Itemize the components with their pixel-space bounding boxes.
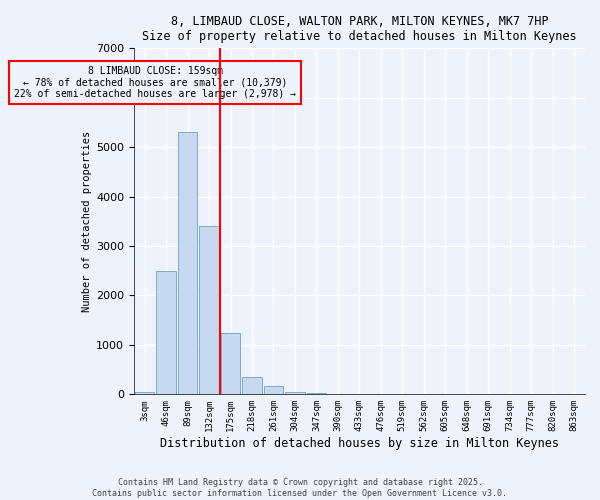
Text: 8 LIMBAUD CLOSE: 159sqm
← 78% of detached houses are smaller (10,379)
22% of sem: 8 LIMBAUD CLOSE: 159sqm ← 78% of detache… <box>14 66 296 99</box>
Y-axis label: Number of detached properties: Number of detached properties <box>82 130 92 312</box>
Bar <box>264 386 283 394</box>
Text: Contains HM Land Registry data © Crown copyright and database right 2025.
Contai: Contains HM Land Registry data © Crown c… <box>92 478 508 498</box>
Bar <box>286 392 305 394</box>
Bar <box>135 392 154 394</box>
Bar <box>157 271 176 394</box>
X-axis label: Distribution of detached houses by size in Milton Keynes: Distribution of detached houses by size … <box>160 437 559 450</box>
Bar <box>178 132 197 394</box>
Bar <box>221 332 240 394</box>
Bar <box>199 226 219 394</box>
Title: 8, LIMBAUD CLOSE, WALTON PARK, MILTON KEYNES, MK7 7HP
Size of property relative : 8, LIMBAUD CLOSE, WALTON PARK, MILTON KE… <box>142 15 577 43</box>
Bar <box>242 377 262 394</box>
